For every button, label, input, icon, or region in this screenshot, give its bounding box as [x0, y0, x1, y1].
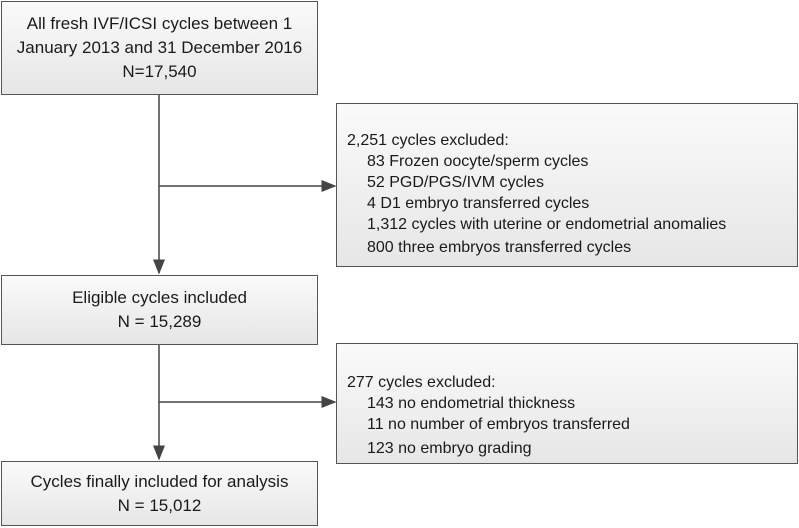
- exclusion-item: 800 three embryos transferred cycles: [367, 239, 632, 256]
- exclusion-item: 143 no endometrial thickness: [367, 395, 576, 412]
- exclusion-item: 4 D1 embryo transferred cycles: [367, 195, 590, 212]
- all-cycles-box: All fresh IVF/ICSI cycles between 1 Janu…: [1, 1, 318, 95]
- exclusion-item: 1,312 cycles with uterine or endometrial…: [367, 216, 727, 233]
- eligible-box: Eligible cycles included N = 15,289: [1, 275, 318, 345]
- all-cycles-line: January 2013 and 31 December 2016: [16, 38, 303, 57]
- eligible-label: Eligible cycles included: [72, 288, 247, 307]
- exclusion-item: 52 PGD/PGS/IVM cycles: [367, 174, 544, 191]
- eligible-count: N = 15,289: [117, 312, 202, 331]
- exclusion-item: 83 Frozen oocyte/sperm cycles: [367, 153, 589, 170]
- excluded-first-header: 2,251 cycles excluded:: [347, 132, 509, 149]
- final-count: N = 15,012: [117, 495, 202, 515]
- all-cycles-line: All fresh IVF/ICSI cycles between 1: [26, 14, 293, 33]
- exclusion-item: 123 no embryo grading: [367, 440, 532, 457]
- excluded-second-box: 277 cycles excluded: 143 no endometrial …: [336, 343, 798, 464]
- excluded-second-header: 277 cycles excluded:: [347, 374, 496, 391]
- final-label: Cycles finally included for analysis: [30, 471, 289, 491]
- exclusion-item: 11 no number of embryos transferred: [367, 416, 630, 433]
- final-box: Cycles finally included for analysis N =…: [1, 461, 318, 526]
- all-cycles-count: N=17,540: [122, 62, 197, 81]
- excluded-first-box: 2,251 cycles excluded: 83 Frozen oocyte/…: [336, 103, 798, 267]
